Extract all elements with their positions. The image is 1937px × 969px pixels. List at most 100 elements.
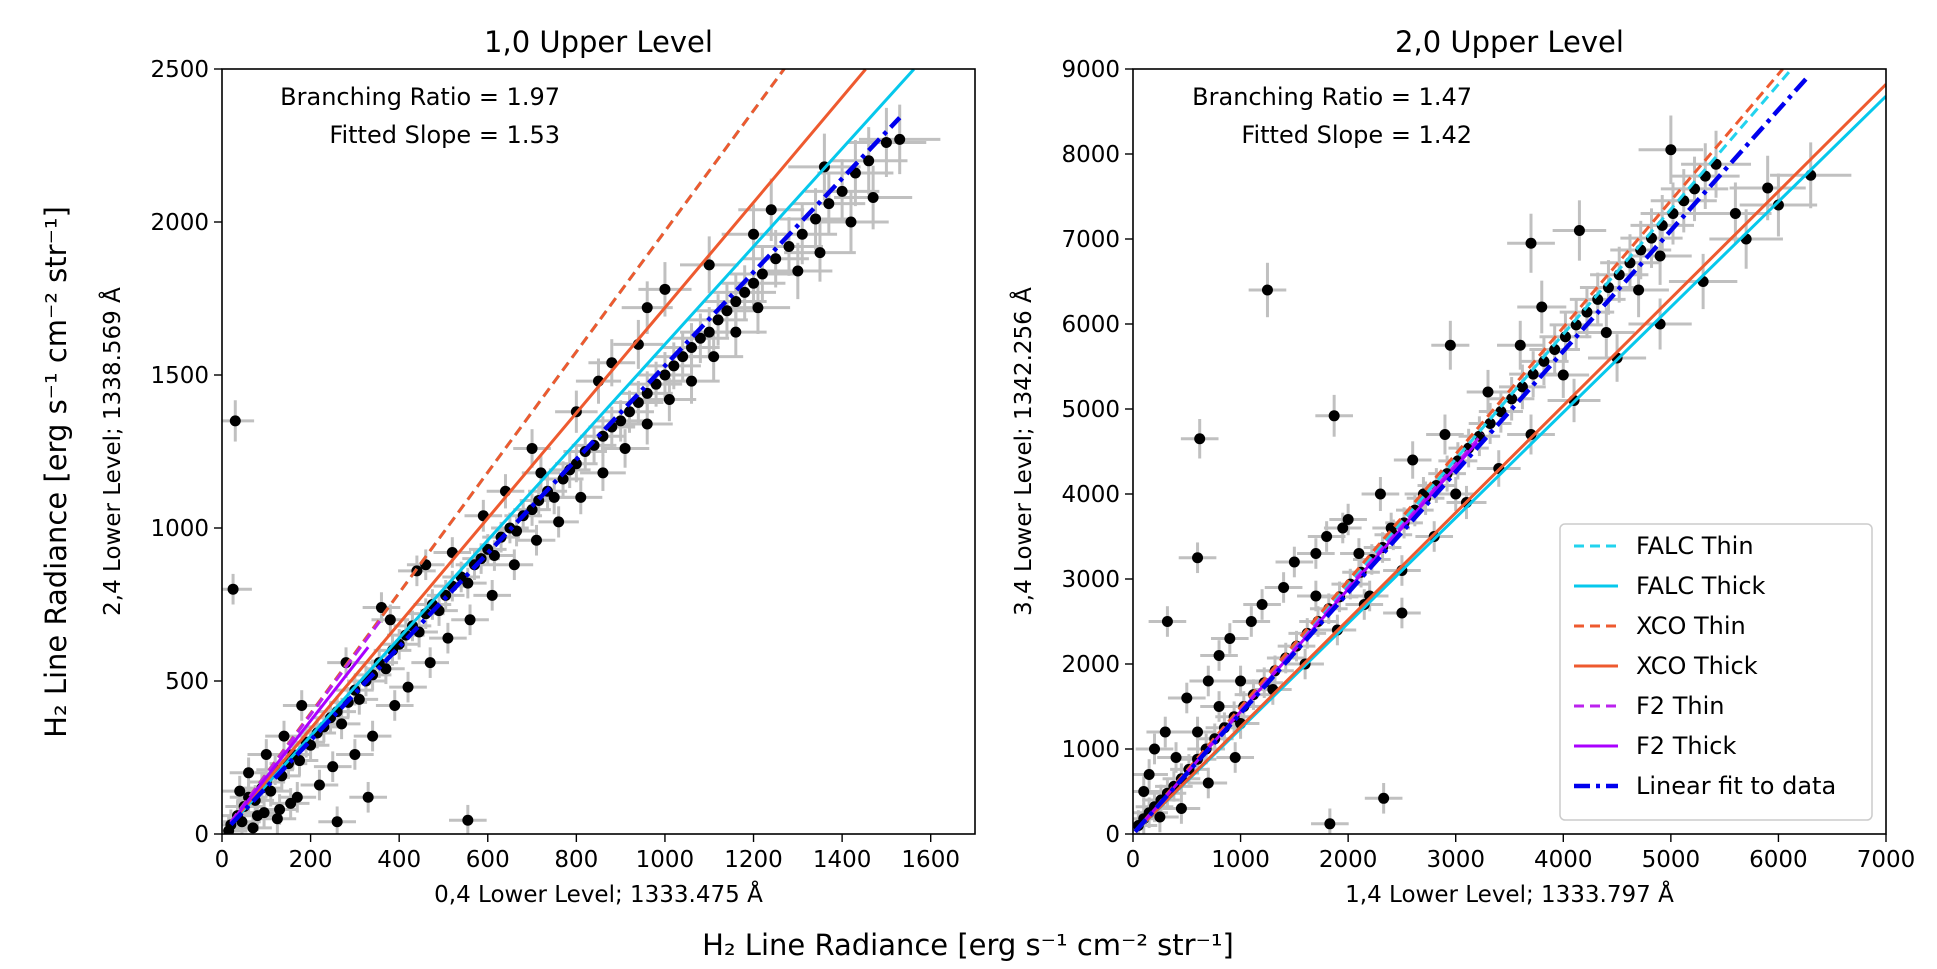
y-tick-label: 8000 xyxy=(1061,142,1120,168)
data-point xyxy=(553,516,565,528)
data-point xyxy=(258,807,270,819)
data-point xyxy=(1729,208,1741,219)
y-tick-label: 1500 xyxy=(150,363,209,389)
data-point xyxy=(1170,752,1182,763)
data-point xyxy=(1536,301,1548,313)
y-tick-label: 6000 xyxy=(1061,312,1120,338)
data-point xyxy=(535,467,547,479)
data-point xyxy=(703,259,715,271)
data-point xyxy=(1202,675,1214,687)
data-point xyxy=(1324,818,1336,830)
legend-label: XCO Thick xyxy=(1636,652,1758,680)
series-line xyxy=(229,69,915,826)
x-tick-label: 0 xyxy=(1126,847,1141,873)
data-point xyxy=(1310,548,1322,559)
data-point xyxy=(770,253,782,265)
data-point xyxy=(271,813,283,825)
data-point xyxy=(486,589,498,601)
data-point xyxy=(548,491,560,503)
data-point xyxy=(1378,792,1390,804)
series-line xyxy=(229,618,383,823)
data-point xyxy=(570,458,582,470)
data-point xyxy=(1665,144,1677,156)
data-point xyxy=(792,265,804,277)
x-tick-label: 2000 xyxy=(1319,847,1378,873)
data-point xyxy=(1288,556,1300,568)
data-point xyxy=(227,583,239,595)
data-point xyxy=(756,268,768,280)
data-point xyxy=(362,791,374,803)
data-point xyxy=(1506,393,1518,405)
annotation-text: Fitted Slope = 1.42 xyxy=(1241,121,1472,149)
data-point xyxy=(462,577,474,589)
data-point xyxy=(1192,552,1204,564)
data-point xyxy=(1192,726,1204,738)
data-point xyxy=(730,296,742,308)
data-point xyxy=(748,228,760,240)
data-point xyxy=(668,360,680,372)
data-point xyxy=(730,326,742,338)
data-point xyxy=(1374,488,1386,500)
data-point xyxy=(703,326,715,338)
data-point xyxy=(1573,225,1585,236)
series-line xyxy=(229,116,902,827)
data-point xyxy=(1143,769,1155,780)
data-point xyxy=(488,550,500,562)
y-tick-label: 1000 xyxy=(150,516,209,542)
data-point xyxy=(1328,410,1340,422)
series-line xyxy=(229,69,786,823)
data-point xyxy=(336,718,348,730)
x-tick-label: 600 xyxy=(466,847,510,873)
data-point xyxy=(659,369,671,381)
data-point xyxy=(1353,548,1365,559)
data-point xyxy=(1321,531,1333,542)
data-point xyxy=(641,302,653,314)
plot-frame xyxy=(221,68,976,835)
series-line xyxy=(229,69,867,825)
annotation-text: Branching Ratio = 1.47 xyxy=(1192,83,1472,111)
data-point xyxy=(1549,344,1561,355)
data-point xyxy=(442,632,454,644)
data-point xyxy=(331,816,343,828)
data-point xyxy=(1450,488,1462,500)
data-point xyxy=(223,825,235,834)
data-point xyxy=(1245,616,1257,627)
legend-label: FALC Thick xyxy=(1636,572,1766,600)
data-point xyxy=(260,748,272,760)
data-point xyxy=(305,739,317,751)
data-point xyxy=(285,797,297,809)
data-point xyxy=(327,761,339,773)
data-point xyxy=(274,804,286,816)
data-point xyxy=(752,302,764,314)
x-tick-label: 800 xyxy=(554,847,598,873)
plot-area xyxy=(222,69,941,834)
x-axis-label: 0,4 Lower Level; 1333.475 Å xyxy=(434,880,763,908)
annotation-text: Branching Ratio = 1.97 xyxy=(280,83,560,111)
data-point xyxy=(624,406,636,418)
data-point xyxy=(265,785,277,797)
data-point xyxy=(557,473,569,485)
data-point xyxy=(619,442,631,454)
y-tick-label: 5000 xyxy=(1061,397,1120,423)
data-point xyxy=(686,341,698,353)
data-point xyxy=(814,247,826,259)
y-tick-label: 2000 xyxy=(1061,652,1120,678)
data-point xyxy=(1538,355,1550,367)
data-point xyxy=(296,699,308,711)
plot-frame xyxy=(1132,68,1887,835)
y-tick-label: 9000 xyxy=(1061,57,1120,83)
data-point xyxy=(748,277,760,289)
data-point xyxy=(1181,692,1193,704)
data-point xyxy=(278,730,290,742)
data-point xyxy=(1202,777,1214,789)
data-point xyxy=(1514,339,1526,351)
legend-label: XCO Thin xyxy=(1636,612,1746,640)
data-point xyxy=(1175,803,1187,814)
legend-box xyxy=(1559,523,1873,821)
data-point xyxy=(1439,429,1451,440)
panel-title: 2,0 Upper Level xyxy=(1395,25,1624,59)
figure-y-label: H₂ Line Radiance [erg s⁻¹ cm⁻² str⁻¹] xyxy=(39,206,73,738)
x-tick-label: 1000 xyxy=(1211,847,1270,873)
y-tick-label: 0 xyxy=(194,822,209,848)
